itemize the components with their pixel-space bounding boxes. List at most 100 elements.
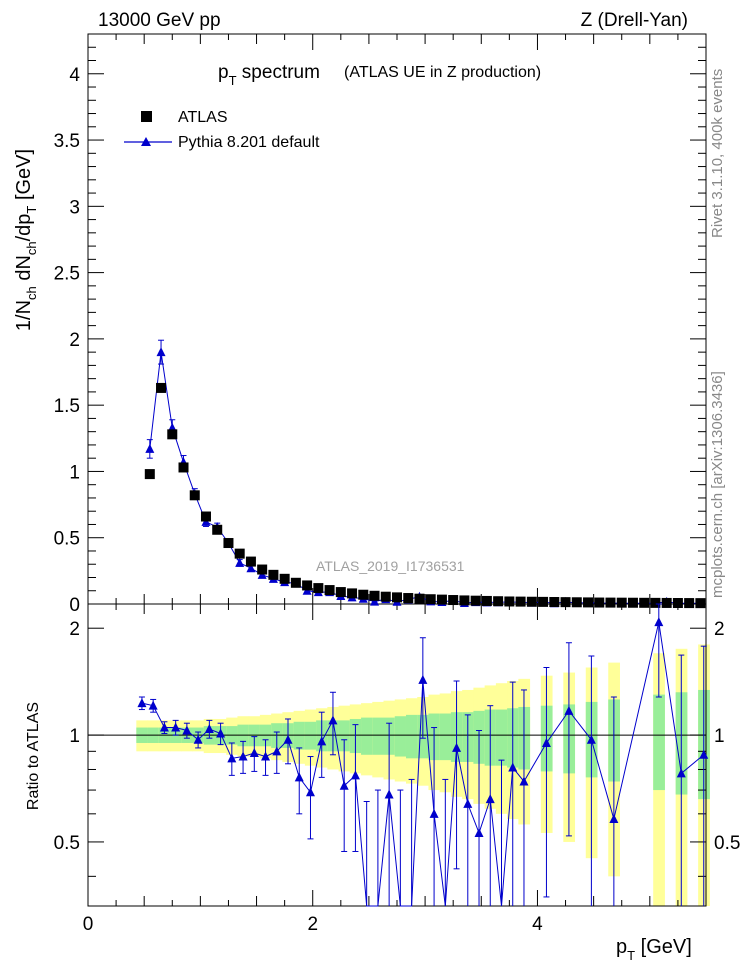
ratio-band-inner (439, 713, 452, 761)
upper-y-tick-label: 1 (69, 462, 80, 483)
atlas-point (560, 597, 571, 608)
ratio-mc-series (137, 603, 709, 907)
ratio-y-axis-label: Ratio to ATLAS (25, 702, 42, 810)
atlas-point (436, 594, 447, 605)
atlas-point (605, 597, 616, 608)
ratio-uncertainty-bands (88, 644, 710, 906)
ratio-band-inner (394, 716, 407, 757)
atlas-point (481, 595, 492, 606)
ratio-mc-point (564, 705, 574, 715)
legend-data-marker (141, 111, 152, 122)
ratio-y-tick-label-right: 2 (714, 619, 725, 640)
atlas-point (302, 580, 313, 591)
atlas-point (313, 583, 324, 594)
ratio-mc-point (193, 734, 203, 744)
ratio-mc-point (317, 736, 327, 746)
atlas-point (167, 429, 178, 440)
ratio-mc-point (609, 814, 619, 824)
ratio-mc-point (418, 674, 428, 684)
ratio-mc-point (463, 798, 473, 808)
ratio-mc-point (261, 751, 271, 761)
atlas-point (650, 597, 661, 608)
atlas-point (695, 598, 706, 609)
ratio-y-tick-label-right: 1 (714, 726, 725, 747)
upper-data-series (144, 382, 706, 609)
ratio-band-inner (495, 709, 508, 766)
ratio-mc-point (350, 770, 360, 780)
atlas-point (156, 382, 167, 393)
atlas-point (459, 595, 470, 606)
upper-y-tick-label: 0 (69, 595, 80, 616)
atlas-point (380, 591, 391, 602)
atlas-point (504, 596, 515, 607)
x-tick-label: 2 (307, 914, 318, 935)
ratio-mc-point (238, 751, 248, 761)
ratio-mc-point (171, 722, 181, 732)
atlas-point (234, 548, 245, 559)
ratio-mc-point (159, 722, 169, 732)
atlas-point (144, 469, 155, 480)
atlas-point (672, 598, 683, 609)
ratio-mc-point (305, 787, 315, 797)
ratio-mc-point (294, 772, 304, 782)
ratio-mc-point (541, 737, 551, 747)
ratio-mc-point (182, 725, 192, 735)
atlas-point (661, 597, 672, 608)
atlas-point (290, 577, 301, 588)
mc-point (370, 596, 380, 606)
atlas-point (324, 585, 335, 596)
atlas-point (549, 597, 560, 608)
ratio-y-tick-label: 1 (69, 726, 80, 747)
legend-data-label: ATLAS (178, 109, 228, 126)
ratio-axis-ticks: 0 2 4 0.5 0.5 1 1 2 2 (54, 604, 740, 935)
upper-y-tick-label: 1.5 (54, 396, 80, 417)
mcplots-label: mcplots.cern.ch [arXiv:1306.3436] (709, 371, 726, 598)
atlas-point (538, 596, 549, 607)
ratio-mc-point (452, 742, 462, 752)
ratio-mc-point (249, 748, 259, 758)
upper-y-tick-label: 4 (69, 65, 80, 86)
atlas-point (347, 588, 358, 599)
ratio-band-inner (293, 721, 306, 750)
atlas-point (178, 462, 189, 473)
plot-title: pT spectrum (218, 62, 320, 88)
upper-y-tick-label: 3.5 (54, 131, 80, 152)
x-tick-label: 4 (532, 914, 543, 935)
mc-point (235, 557, 245, 567)
ratio-mc-point (227, 753, 237, 763)
ratio-mc-point (676, 768, 686, 778)
x-axis-label: pT [GeV] (616, 936, 692, 963)
ratio-mc-point (204, 724, 214, 734)
x-tick-label: 0 (83, 914, 94, 935)
ratio-mc-point (283, 734, 293, 744)
atlas-point (571, 597, 582, 608)
atlas-point (200, 511, 211, 522)
ratio-mc-point (699, 749, 709, 759)
legend-mc-marker (141, 137, 151, 146)
upper-axis-ticks: 0 0.5 1 1.5 2 2.5 3 3.5 4 (54, 34, 707, 616)
header-right: Z (Drell-Yan) (581, 10, 688, 31)
atlas-point (414, 593, 425, 604)
ratio-mc-point (654, 617, 664, 627)
mc-point (246, 563, 256, 573)
ratio-mc-point (508, 762, 518, 772)
atlas-point (189, 490, 200, 501)
upper-y-tick-label: 2 (69, 330, 80, 351)
upper-y-tick-label: 3 (69, 197, 80, 218)
ratio-mc-point (328, 715, 338, 725)
ratio-band-inner (405, 714, 418, 759)
upper-y-tick-label: 0.5 (54, 529, 80, 550)
upper-y-axis-label: 1/Nch dNch/dpT [GeV] (13, 149, 39, 331)
atlas-point (392, 592, 402, 603)
atlas-point (616, 597, 627, 608)
ratio-band-inner (361, 717, 373, 755)
atlas-point (627, 597, 638, 608)
atlas-point (425, 594, 436, 605)
atlas-point (639, 597, 650, 608)
atlas-point (279, 573, 290, 584)
ratio-mc-point (148, 700, 158, 710)
atlas-point (245, 556, 256, 567)
ratio-mc-point (216, 728, 226, 738)
atlas-point (369, 590, 380, 601)
atlas-point (448, 595, 459, 606)
